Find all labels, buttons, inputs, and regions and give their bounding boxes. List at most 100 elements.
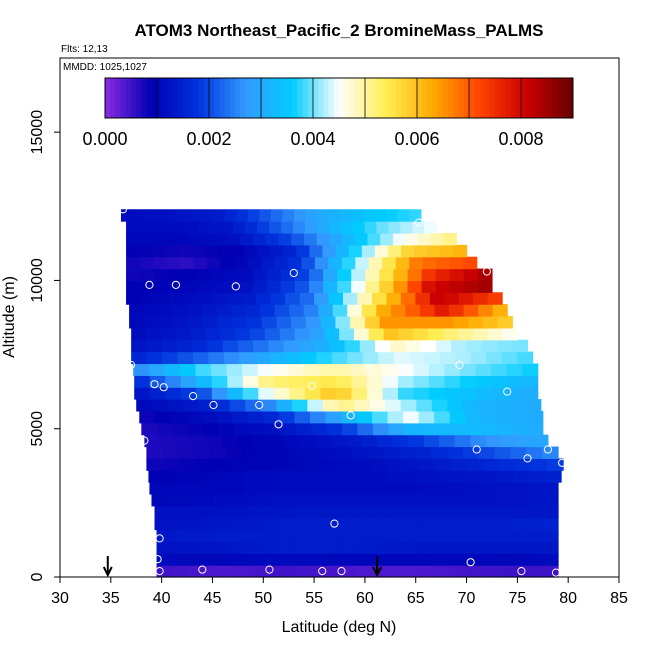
- heatmap-cell: [148, 363, 165, 376]
- heatmap-cell: [252, 280, 268, 293]
- heatmap-cell: [329, 232, 343, 246]
- heatmap-cell: [269, 221, 282, 234]
- heatmap-cell: [178, 209, 191, 222]
- heatmap-cell: [326, 565, 343, 578]
- colorbar-segment: [141, 78, 148, 118]
- heatmap-cell: [144, 434, 161, 448]
- heatmap-cell: [516, 434, 533, 448]
- heatmap-cell: [232, 505, 249, 519]
- heatmap-cell: [368, 446, 385, 459]
- heatmap-cell: [419, 565, 436, 578]
- heatmap-cell: [120, 209, 134, 222]
- heatmap-cell: [472, 327, 489, 341]
- colorbar-tick-labels: 0.000 0.002 0.004 0.006 0.008: [82, 129, 543, 149]
- heatmap-cell: [172, 553, 189, 566]
- heatmap-cell: [167, 493, 184, 507]
- heatmap-cell: [448, 482, 465, 495]
- heatmap-cell: [263, 517, 280, 531]
- date-label: MMDD: 1025,1027: [63, 62, 147, 73]
- heatmap-cell: [341, 410, 358, 424]
- heatmap-cell: [280, 541, 297, 554]
- heatmap-cell: [449, 529, 466, 543]
- heatmap-cell: [320, 387, 337, 400]
- heatmap-cell: [204, 244, 219, 258]
- heatmap-cell: [465, 565, 482, 578]
- heatmap-cell: [480, 553, 497, 566]
- heatmap-cell: [314, 256, 329, 270]
- heatmap-cell: [341, 529, 358, 543]
- heatmap-cell: [281, 221, 294, 234]
- heatmap-cell: [513, 470, 530, 483]
- heatmap-cell: [315, 434, 332, 448]
- heatmap-cell: [152, 244, 166, 258]
- heatmap-cell: [227, 470, 245, 483]
- heatmap-cell: [154, 268, 169, 282]
- colorbar-segment: [359, 78, 366, 118]
- heatmap-cell: [227, 387, 244, 400]
- heatmap-cell: [341, 565, 358, 578]
- heatmap-cell: [463, 280, 479, 293]
- heatmap-cell: [423, 434, 440, 448]
- heatmap-cell: [527, 553, 544, 566]
- heatmap-cell: [347, 351, 364, 365]
- colorbar-segment: [536, 78, 543, 118]
- colorbar-segment: [474, 78, 480, 118]
- heatmap-cell: [328, 209, 341, 222]
- sample-point: [551, 568, 561, 577]
- heatmap-cell: [132, 209, 145, 222]
- heatmap-cell: [460, 387, 477, 400]
- heatmap-cell: [161, 339, 178, 353]
- heatmap-cell: [340, 221, 354, 234]
- heatmap-cell: [154, 410, 171, 424]
- heatmap-cell: [249, 565, 266, 578]
- heatmap-cell: [221, 434, 239, 448]
- heatmap-cell: [264, 327, 281, 341]
- heatmap-cell: [314, 339, 330, 353]
- heatmap-cell: [180, 482, 198, 495]
- heatmap-cell: [263, 410, 280, 424]
- sample-point: [337, 567, 346, 576]
- heatmap-cell: [369, 399, 386, 412]
- heatmap-cell: [180, 387, 197, 400]
- heatmap-cell: [542, 565, 559, 578]
- heatmap-cell: [289, 375, 306, 388]
- colorbar-segment: [396, 78, 402, 118]
- heatmap-cell: [388, 541, 405, 554]
- heatmap-cell: [402, 470, 419, 483]
- heatmap-cell: [510, 482, 528, 495]
- colorbar-tick-label: 0.008: [498, 129, 543, 149]
- heatmap-cell: [383, 327, 400, 341]
- heatmap-cell: [372, 529, 389, 543]
- y-tick-label: 0: [29, 572, 46, 581]
- heatmap-cell: [273, 375, 290, 388]
- heatmap-cell: [444, 387, 461, 400]
- heatmap-cell: [343, 292, 359, 305]
- heatmap-cell: [201, 505, 218, 519]
- heatmap-cell: [336, 446, 353, 459]
- heatmap-cell: [232, 316, 248, 329]
- x-tick-label: 65: [407, 590, 425, 607]
- heatmap-cell: [274, 458, 292, 471]
- heatmap-cell: [222, 339, 239, 353]
- heatmap-cell: [307, 399, 324, 412]
- heatmap-cell: [385, 399, 402, 412]
- heatmap-cell: [295, 565, 312, 578]
- heatmap-cell: [133, 363, 150, 376]
- heatmap-cell: [477, 280, 493, 293]
- heatmap-cell: [195, 363, 212, 376]
- heatmap-cell: [387, 505, 404, 519]
- heatmap-cell: [403, 553, 420, 566]
- heatmap-cell: [258, 387, 275, 400]
- heatmap-cell: [480, 529, 497, 543]
- colorbar-segment: [427, 78, 434, 118]
- heatmap-cell: [238, 280, 254, 293]
- heatmap-cell: [392, 434, 409, 448]
- heatmap-cell: [433, 505, 450, 519]
- sample-point: [140, 436, 149, 445]
- heatmap-cell: [298, 339, 315, 353]
- heatmap-cell: [143, 304, 159, 317]
- colorbar-segment: [167, 78, 174, 118]
- heatmap-cell: [284, 434, 301, 448]
- heatmap-cell: [247, 209, 260, 222]
- heatmap-cell: [210, 268, 226, 282]
